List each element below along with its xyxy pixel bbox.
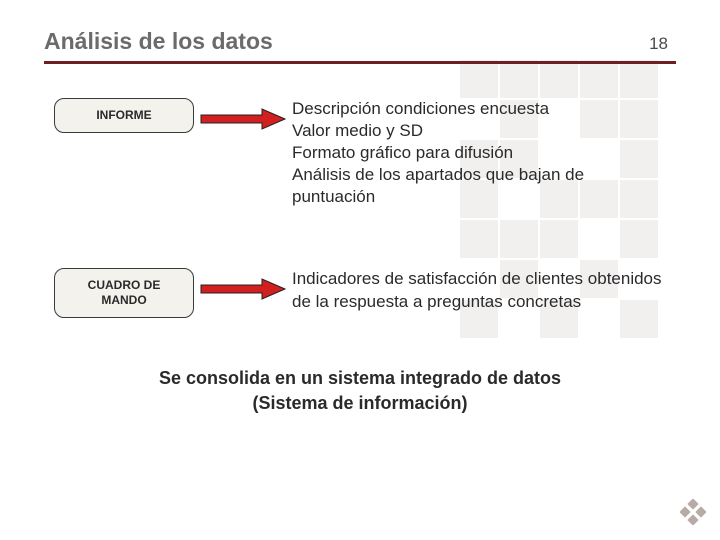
content-rows: INFORME Descripción condiciones encuesta… xyxy=(44,98,676,318)
arrow-icon xyxy=(200,108,286,130)
page-number: 18 xyxy=(649,34,676,54)
arrow-icon xyxy=(200,278,286,300)
description-cuadro: Indicadores de satisfacción de clientes … xyxy=(292,268,676,312)
box-cuadro-de-mando: CUADRO DE MANDO xyxy=(54,268,194,318)
title-underline xyxy=(44,61,676,64)
description-informe: Descripción condiciones encuesta Valor m… xyxy=(292,98,676,208)
page-title: Análisis de los datos xyxy=(44,28,273,55)
corner-diamond-icon xyxy=(680,499,706,530)
slide-header: Análisis de los datos 18 xyxy=(44,28,676,59)
row-cuadro: CUADRO DE MANDO Indicadores de satisfacc… xyxy=(44,268,676,318)
slide-content: Análisis de los datos 18 INFORME Descrip… xyxy=(0,0,720,540)
box-informe: INFORME xyxy=(54,98,194,133)
row-informe: INFORME Descripción condiciones encuesta… xyxy=(44,98,676,208)
footer-summary: Se consolida en un sistema integrado de … xyxy=(44,366,676,415)
